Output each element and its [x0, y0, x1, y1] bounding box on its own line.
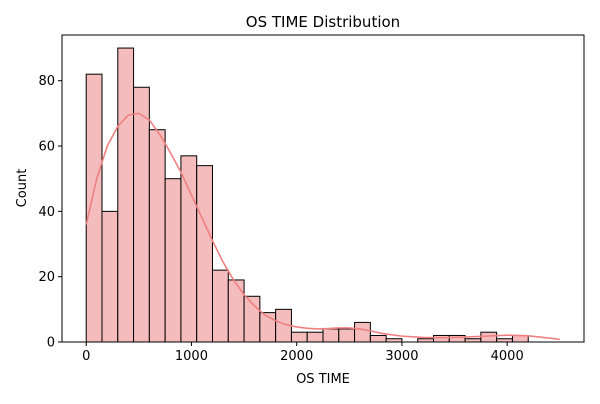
histogram-bar [212, 269, 229, 343]
histogram-bar [196, 165, 214, 343]
histogram-bar [306, 331, 324, 343]
histogram-bar [133, 86, 150, 343]
y-axis: 0 20 40 60 80 [38, 74, 62, 351]
chart-title: OS TIME Distribution [246, 13, 400, 31]
x-tick-label: 1000 [175, 349, 208, 364]
histogram-bar [480, 331, 498, 343]
y-tick-label: 40 [38, 205, 55, 220]
x-axis: 0 1000 2000 3000 4000 [82, 342, 524, 364]
x-tick-label: 4000 [491, 349, 524, 364]
histogram-bar [338, 328, 356, 343]
histogram-bar [322, 328, 340, 343]
x-tick-label: 2000 [280, 349, 313, 364]
histogram-bar [354, 321, 371, 343]
plot-frame [61, 34, 585, 343]
histogram-bar [180, 155, 198, 343]
kde-layer [85, 112, 560, 341]
x-axis-label: OS TIME [296, 372, 350, 387]
histogram-bar [85, 73, 103, 343]
y-axis-label: Count [15, 169, 30, 208]
y-tick-label: 80 [38, 74, 55, 89]
x-tick-label: 0 [82, 349, 90, 364]
histogram-bar [227, 279, 245, 343]
y-tick-label: 20 [38, 270, 55, 285]
histogram-bar [433, 334, 450, 343]
x-tick-label: 3000 [385, 349, 418, 364]
histogram-bar [101, 210, 119, 343]
y-tick-label: 0 [47, 336, 55, 351]
bars-layer [85, 47, 529, 343]
y-tick-label: 60 [38, 140, 55, 155]
kde-line [85, 112, 560, 341]
histogram-bar [164, 178, 182, 343]
histogram-bar [369, 334, 387, 343]
histogram-bar [148, 129, 166, 343]
histogram-bar [290, 331, 308, 343]
histogram-bar [117, 47, 135, 343]
